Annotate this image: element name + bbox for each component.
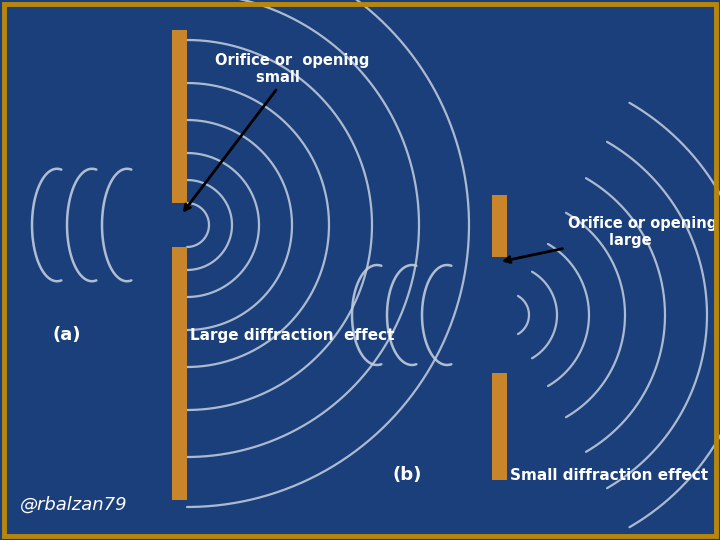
Bar (172, 30, 187, 203)
Bar (172, 247, 187, 500)
Text: Small diffraction effect: Small diffraction effect (510, 468, 708, 483)
Bar (492, 195, 507, 257)
Text: (a): (a) (52, 326, 81, 344)
Text: Orifice or  opening
        small: Orifice or opening small (184, 52, 369, 210)
Text: Large diffraction  effect: Large diffraction effect (190, 328, 395, 343)
Text: @rbalzan79: @rbalzan79 (20, 496, 127, 514)
Bar (492, 373, 507, 480)
Text: Orifice or opening
        large: Orifice or opening large (505, 215, 717, 262)
Text: (b): (b) (392, 466, 421, 484)
